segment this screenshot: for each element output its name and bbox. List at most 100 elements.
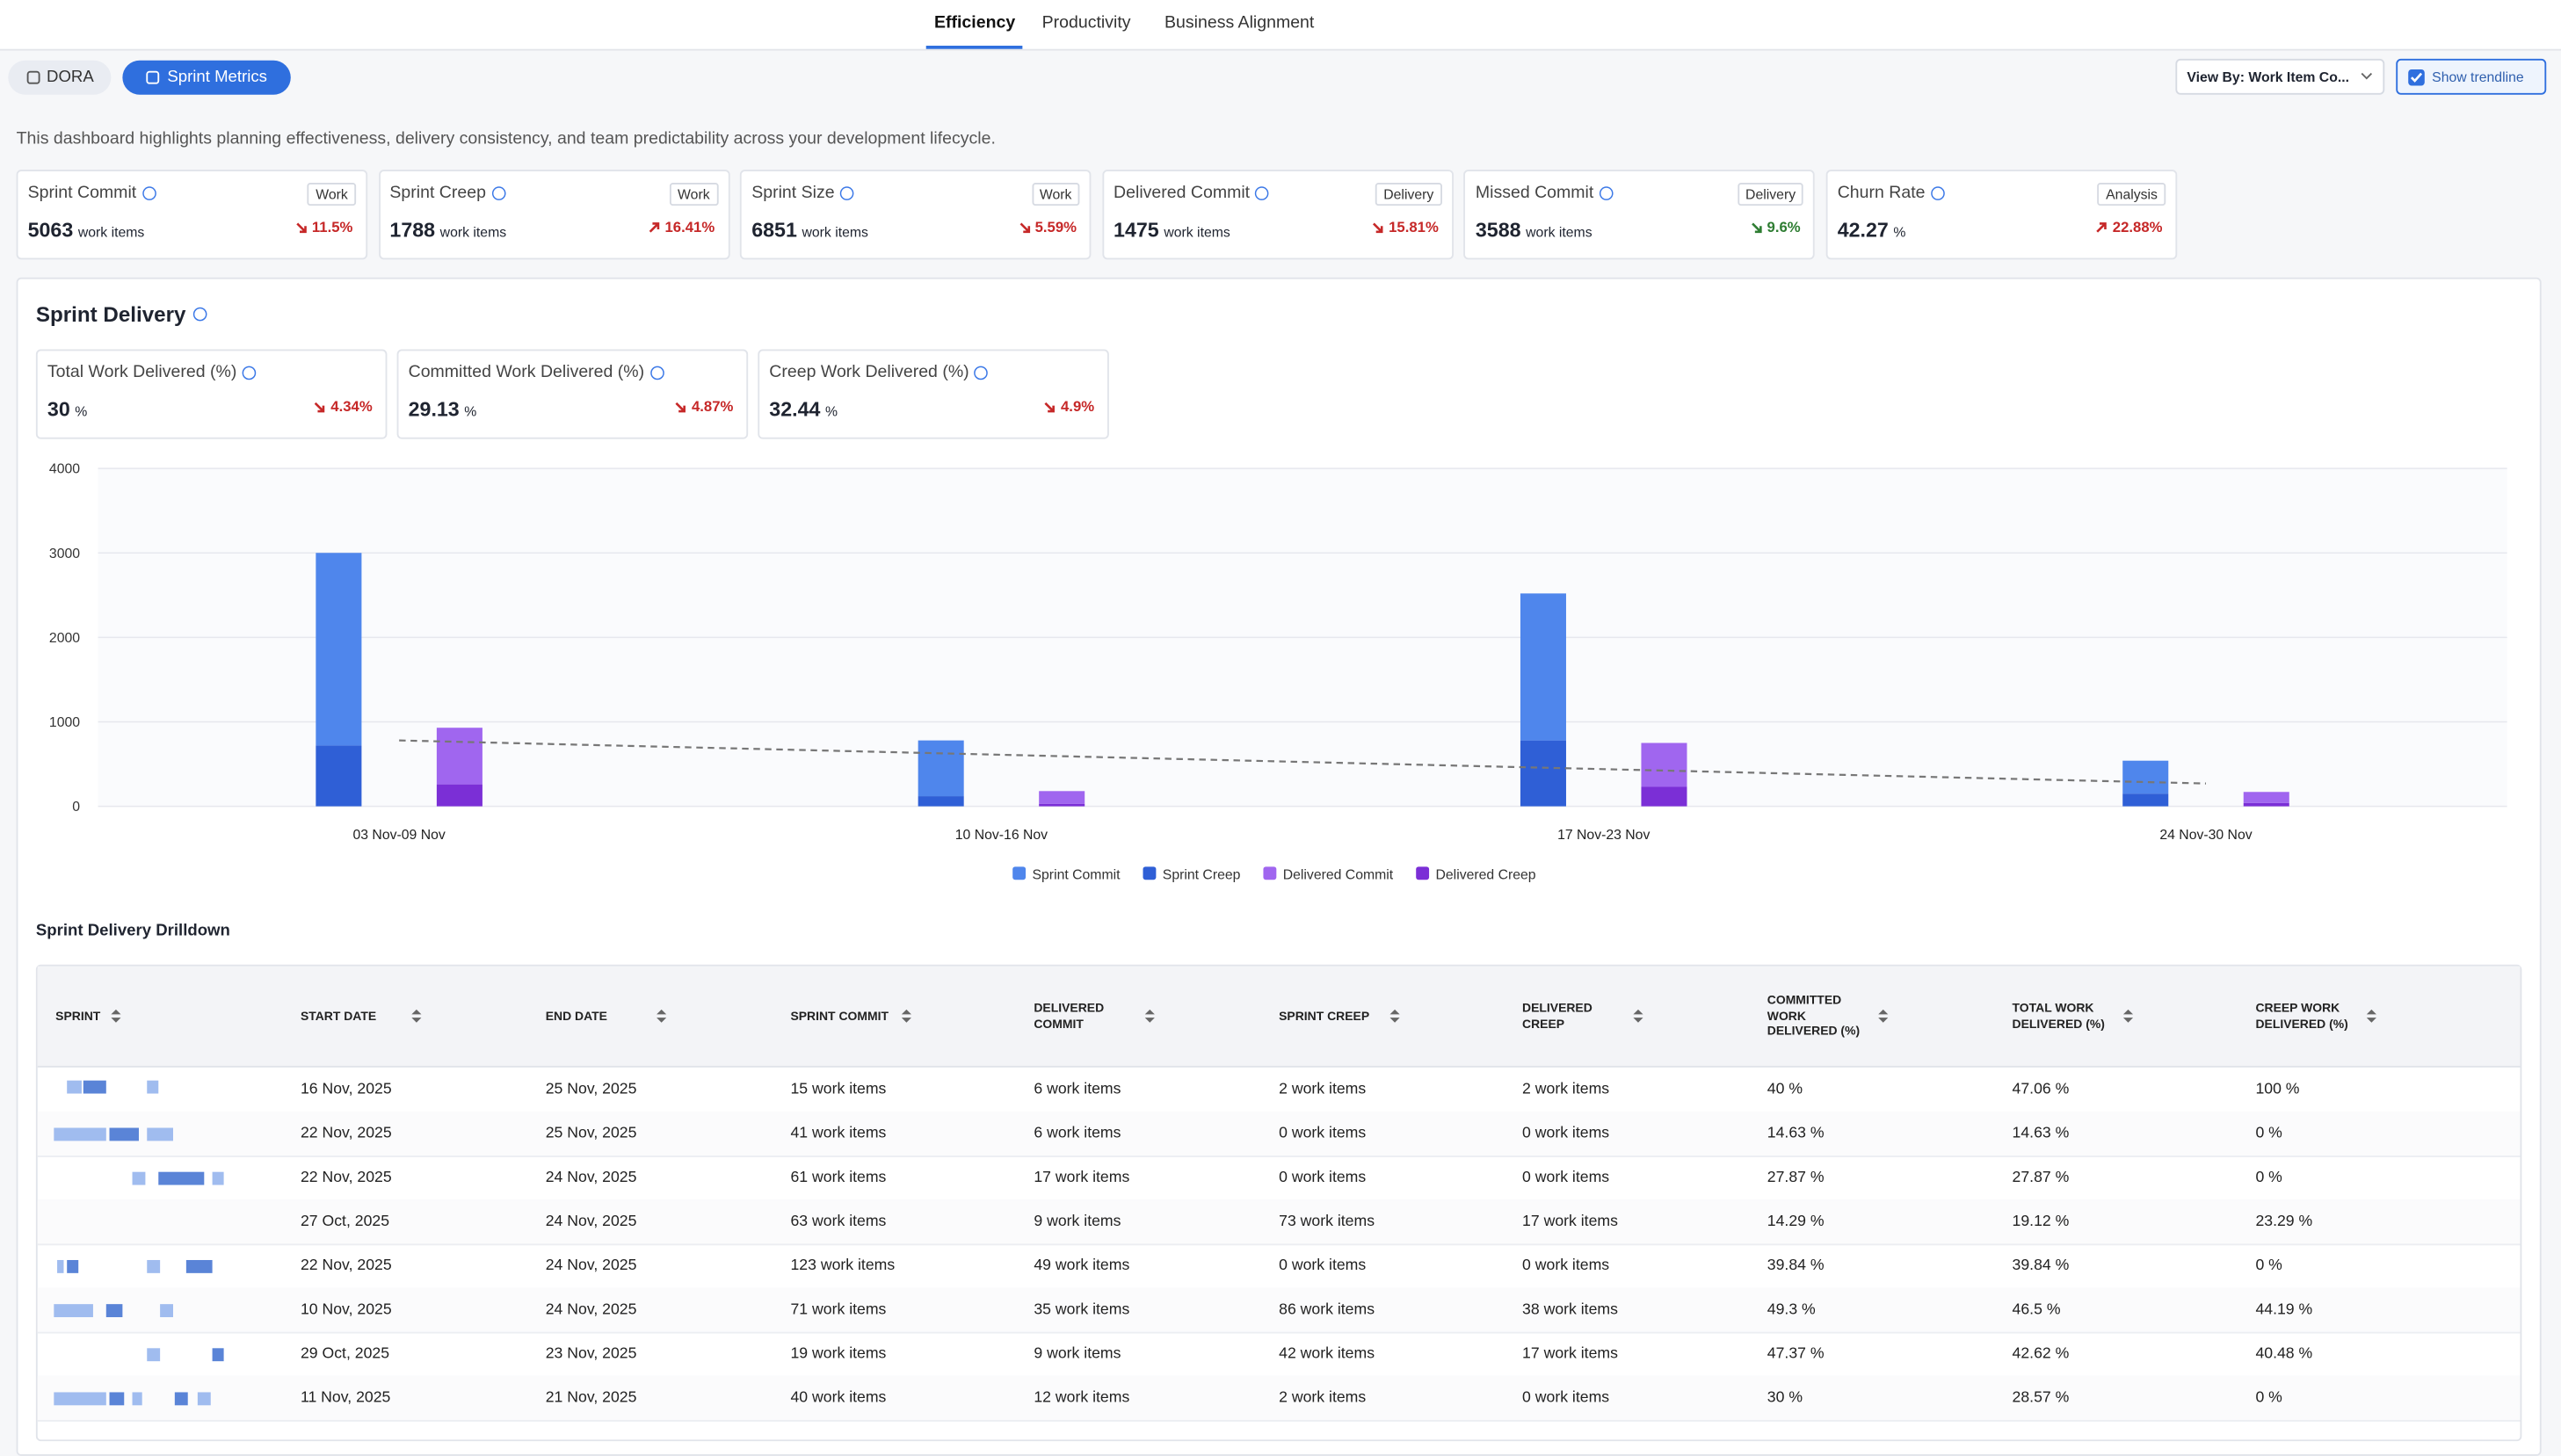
metric-card: Sprint Size Work 6851 work items 5.59%: [740, 170, 1092, 260]
bar-segment: [316, 553, 362, 746]
column-header-text: TOTAL WORK DELIVERED (%): [2012, 1000, 2105, 1032]
section-title-text: Sprint Delivery: [35, 301, 186, 327]
sort-arrows: [2366, 1009, 2376, 1023]
table-cell: 19.12 %: [2012, 1213, 2070, 1231]
table-row[interactable]: 16 Nov, 2025 25 Nov, 2025 15 work items 6 w…: [37, 1068, 2521, 1113]
metric-value: 32.44%: [769, 398, 838, 421]
tab[interactable]: Productivity: [1041, 12, 1131, 33]
table-cell: 17 work items: [1522, 1344, 1618, 1364]
metric-title-text: Creep Work Delivered (%): [769, 362, 969, 382]
metric-title-text: Sprint Commit: [27, 183, 137, 203]
sort-icon: [1389, 1009, 1400, 1023]
sort-icon: [901, 1009, 911, 1023]
table-cell: 49.3 %: [1767, 1300, 1816, 1319]
table-row[interactable]: 29 Oct, 2025 23 Nov, 2025 19 work items 9 w…: [37, 1332, 2521, 1378]
column-header[interactable]: CREEP WORK DELIVERED (%): [2255, 967, 2376, 1066]
sort-arrows: [2122, 1009, 2134, 1023]
bar-segment: [436, 728, 482, 785]
icon-shape: [25, 70, 40, 84]
metric-number: 30: [47, 398, 70, 422]
metric-title-text: Sprint Creep: [389, 183, 486, 203]
metric-number: 3588: [1475, 218, 1521, 242]
subtab-pill[interactable]: Sprint Metrics: [122, 60, 291, 95]
table-cell: 27.87 %: [1767, 1168, 1825, 1187]
table-cell: 12 work items: [1034, 1388, 1130, 1408]
table-cell: 14.63 %: [2012, 1124, 2070, 1143]
metric-card: Churn Rate Analysis 42.27% 22.88%: [1825, 170, 2178, 260]
metric-value: 1788 work items: [389, 219, 506, 242]
info-icon: [192, 307, 207, 322]
tab[interactable]: Business Alignment: [1164, 12, 1315, 33]
table-cell: 41 work items: [790, 1124, 887, 1143]
table-cell: 25 Nov, 2025: [545, 1080, 637, 1099]
metric-title-text: Committed Work Delivered (%): [408, 362, 645, 382]
subtab-pill[interactable]: DORA: [8, 60, 112, 95]
drilldown-title: Sprint Delivery Drilldown: [35, 922, 230, 940]
redacted-name: [158, 1171, 205, 1185]
metric-change: 5.59%: [1017, 219, 1077, 235]
column-header[interactable]: DELIVERED COMMIT: [1034, 967, 1155, 1066]
table-row[interactable]: 22 Nov, 2025 24 Nov, 2025 61 work items 17 …: [37, 1155, 2521, 1202]
redacted-name: [174, 1392, 188, 1406]
metric-value: 29.13%: [409, 398, 477, 421]
page: View By: Work Item Co... Show trendline …: [0, 12, 2561, 1456]
metric-tag: Delivery: [1375, 183, 1442, 206]
legend-swatch: [1263, 866, 1277, 880]
metric-change: 22.88%: [2094, 219, 2163, 235]
redacted-name: [160, 1304, 173, 1318]
metric-number: 5063: [27, 218, 74, 242]
table-cell: 30 %: [1767, 1388, 1803, 1408]
table-row[interactable]: 27 Oct, 2025 24 Nov, 2025 63 work items 9 w…: [37, 1199, 2521, 1246]
redacted-name: [54, 1392, 106, 1406]
metric-tag: Delivery: [1737, 183, 1804, 206]
sort-arrows: [1389, 1009, 1400, 1023]
column-header[interactable]: SPRINT COMMIT: [790, 967, 911, 1066]
metric-value: 42.27%: [1838, 219, 1906, 242]
redacted-name: [212, 1348, 224, 1362]
metric-change: 4.87%: [674, 398, 733, 415]
column-header-text: START DATE: [300, 1008, 377, 1024]
table-row[interactable]: 10 Nov, 2025 24 Nov, 2025 71 work items 35 …: [37, 1287, 2521, 1334]
subtab-icon: [147, 70, 161, 84]
arrow-shape: [315, 401, 326, 412]
column-header[interactable]: END DATE: [546, 967, 667, 1066]
metric-change-text: 5.59%: [1034, 218, 1077, 235]
info-circle: [1255, 185, 1269, 199]
metric-value: 3588 work items: [1476, 219, 1592, 242]
table-cell: 42.62 %: [2012, 1344, 2070, 1364]
column-header[interactable]: START DATE: [301, 967, 422, 1066]
sort-icon: [1878, 1009, 1889, 1023]
subtab-icon: [25, 70, 40, 84]
table-cell: 100 %: [2255, 1080, 2300, 1099]
table-row[interactable]: 22 Nov, 2025 25 Nov, 2025 41 work items 6 w…: [37, 1111, 2521, 1157]
bar-segment: [918, 740, 964, 797]
metric-value: 30%: [47, 398, 87, 421]
table-row[interactable]: 22 Nov, 2025 24 Nov, 2025 123 work items 49…: [37, 1243, 2521, 1290]
checkbox: [2408, 69, 2425, 85]
table-cell: 22 Nov, 2025: [300, 1124, 392, 1143]
column-header[interactable]: SPRINT: [55, 967, 120, 1066]
trendline-toggle[interactable]: Show trendline: [2396, 58, 2547, 95]
redacted-name: [147, 1348, 161, 1362]
sort-arrows: [901, 1009, 911, 1023]
column-header[interactable]: DELIVERED CREEP: [1522, 967, 1643, 1066]
bar-segment: [1641, 786, 1687, 807]
metric-change-text: 9.6%: [1767, 218, 1801, 235]
table-cell: 24 Nov, 2025: [545, 1257, 637, 1275]
table-cell: 0 work items: [1522, 1124, 1610, 1143]
column-header[interactable]: SPRINT CREEP: [1279, 967, 1400, 1066]
table-cell: 29 Oct, 2025: [300, 1344, 390, 1364]
table-cell: 10 Nov, 2025: [300, 1300, 392, 1319]
metric-title-text: Missed Commit: [1475, 183, 1594, 203]
tab[interactable]: Efficiency: [934, 12, 1016, 33]
x-tick-label: 24 Nov-30 Nov: [2159, 828, 2252, 843]
table-header: [37, 966, 2521, 1068]
metric-title: Delivered Commit: [1114, 183, 1269, 202]
view-by-select[interactable]: View By: Work Item Co...: [2175, 58, 2385, 95]
metric-title: Sprint Creep: [389, 183, 505, 202]
column-header[interactable]: COMMITTED WORK DELIVERED (%): [1767, 967, 1889, 1066]
metric-change-text: 16.41%: [664, 218, 715, 235]
column-header[interactable]: TOTAL WORK DELIVERED (%): [2013, 967, 2134, 1066]
table-row[interactable]: 11 Nov, 2025 21 Nov, 2025 40 work items 12 …: [37, 1375, 2521, 1422]
column-header-text: END DATE: [545, 1008, 607, 1024]
